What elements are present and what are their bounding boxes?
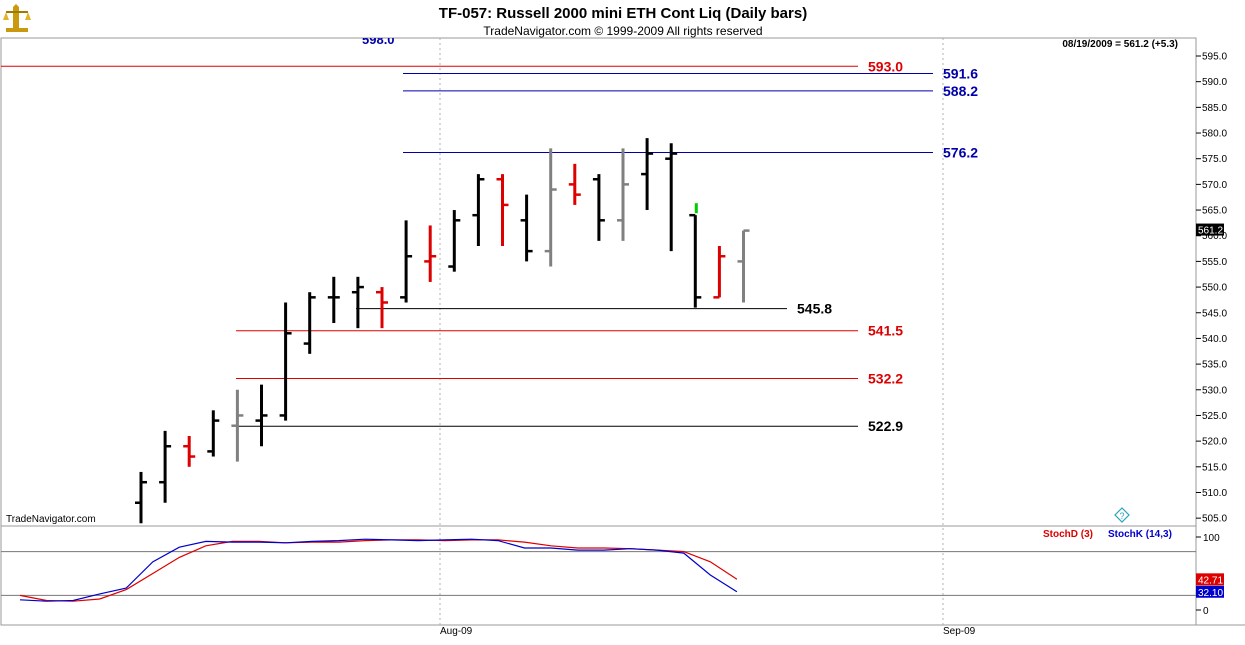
price-axis: 505.0 510.0 515.0 520.0 525.0 530.0 535.0 540.0…	[1196, 52, 1227, 525]
ohlc-bar	[303, 292, 316, 354]
level-line: 532.2	[236, 370, 903, 386]
ohlc-bar	[207, 410, 220, 457]
ohlc-bar	[327, 276, 340, 324]
stochd-legend: StochD (3)	[1043, 529, 1093, 540]
ohlc-bar	[617, 148, 629, 241]
ohlc-bar	[472, 174, 485, 246]
y-tick-label: 505.0	[1202, 514, 1227, 525]
level-label: 522.9	[868, 418, 903, 434]
y-tick-label: 525.0	[1202, 411, 1227, 422]
svg-text:?: ?	[1119, 511, 1124, 521]
ohlc-bar	[568, 163, 581, 205]
ohlc-bar	[159, 430, 172, 503]
level-line: 545.8	[356, 301, 832, 317]
y-tick-label: 555.0	[1202, 257, 1227, 268]
ohlc-bar	[496, 174, 509, 246]
y-tick-label: 560.0	[1202, 231, 1227, 242]
x-label-sep: Sep-09	[943, 626, 976, 637]
y-tick-label: 595.0	[1202, 52, 1227, 63]
ohlc-bar	[689, 203, 702, 308]
level-line: 522.9	[236, 418, 903, 434]
stochk-legend: StochK (14,3)	[1108, 529, 1172, 540]
ohlc-bar	[255, 384, 268, 447]
level-line: 541.5	[236, 323, 903, 339]
level-label: 541.5	[868, 323, 903, 339]
y-tick-label: 565.0	[1202, 206, 1227, 217]
ohlc-bar	[351, 276, 364, 329]
ohlc-bar	[665, 143, 678, 252]
ohlc-bar	[135, 471, 147, 524]
stochk-value-marker: 32.10	[1196, 585, 1224, 599]
y-tick-label: 530.0	[1202, 385, 1227, 396]
level-line: 593.0	[1, 58, 903, 74]
level-label: 593.0	[868, 58, 903, 74]
ohlc-bar	[592, 174, 605, 241]
price-bars	[135, 138, 750, 524]
y-tick-label: 550.0	[1202, 283, 1227, 294]
last-price-marker: 561.2	[1196, 223, 1224, 237]
level-line: 588.2	[403, 83, 978, 99]
level-label: 576.2	[943, 145, 978, 161]
stoch-tick-label: 100	[1203, 533, 1220, 544]
y-tick-label: 585.0	[1202, 103, 1227, 114]
y-tick-label: 515.0	[1202, 462, 1227, 473]
level-label: 591.6	[943, 65, 978, 81]
y-tick-label: 570.0	[1202, 180, 1227, 191]
ohlc-bar	[183, 435, 196, 467]
ohlc-bar	[231, 389, 244, 462]
level-label: 588.2	[943, 83, 978, 99]
y-tick-label: 575.0	[1202, 154, 1227, 165]
y-tick-label: 520.0	[1202, 437, 1227, 448]
help-diamond-icon[interactable]: ?	[1114, 507, 1130, 523]
y-tick-label: 535.0	[1202, 360, 1227, 371]
copyright-text: TradeNavigator.com © 1999-2009 All right…	[483, 24, 762, 38]
y-tick-label: 510.0	[1202, 488, 1227, 499]
stochd-line	[19, 539, 738, 602]
y-tick-label: 590.0	[1202, 77, 1227, 88]
gold-scale-icon	[3, 4, 31, 32]
level-line: 591.6	[403, 65, 978, 81]
y-tick-label: 545.0	[1202, 308, 1227, 319]
level-label: 545.8	[797, 301, 832, 317]
stochk-line	[19, 538, 738, 602]
ohlc-bar	[641, 138, 654, 211]
level-label: 532.2	[868, 370, 903, 386]
svg-text:42.71: 42.71	[1198, 575, 1223, 586]
ohlc-bar	[424, 225, 437, 282]
support-resistance-levels: 593.0 591.6 588.2 576.2 545.8 541.5 532.2 522.9	[1, 58, 978, 434]
stochd-value-marker: 42.71	[1196, 573, 1224, 586]
stochastic-panel: 100 0 42.71 32.10	[1, 533, 1224, 617]
svg-text:32.10: 32.10	[1198, 588, 1223, 599]
stoch-tick-label: 0	[1203, 606, 1209, 617]
ohlc-bar	[713, 245, 726, 299]
last-value-info: 08/19/2009 = 561.2 (+5.3)	[1062, 39, 1178, 50]
y-tick-label: 540.0	[1202, 334, 1227, 345]
ohlc-bar	[400, 220, 413, 303]
chart-title: TF-057: Russell 2000 mini ETH Cont Liq (…	[439, 5, 807, 22]
ohlc-bar	[448, 210, 461, 272]
level-line: 576.2	[403, 145, 978, 161]
ohlc-bar	[376, 287, 388, 329]
x-label-aug: Aug-09	[440, 626, 473, 637]
y-tick-label: 580.0	[1202, 129, 1227, 140]
last-price-label: 561.2	[1198, 226, 1223, 237]
ohlc-bar	[520, 194, 533, 262]
ohlc-bar	[279, 302, 292, 421]
watermark-text: TradeNavigator.com	[6, 514, 96, 525]
ohlc-bar	[737, 229, 750, 303]
clipped-level-label: 598.0	[362, 32, 395, 47]
ohlc-bar	[544, 148, 557, 267]
